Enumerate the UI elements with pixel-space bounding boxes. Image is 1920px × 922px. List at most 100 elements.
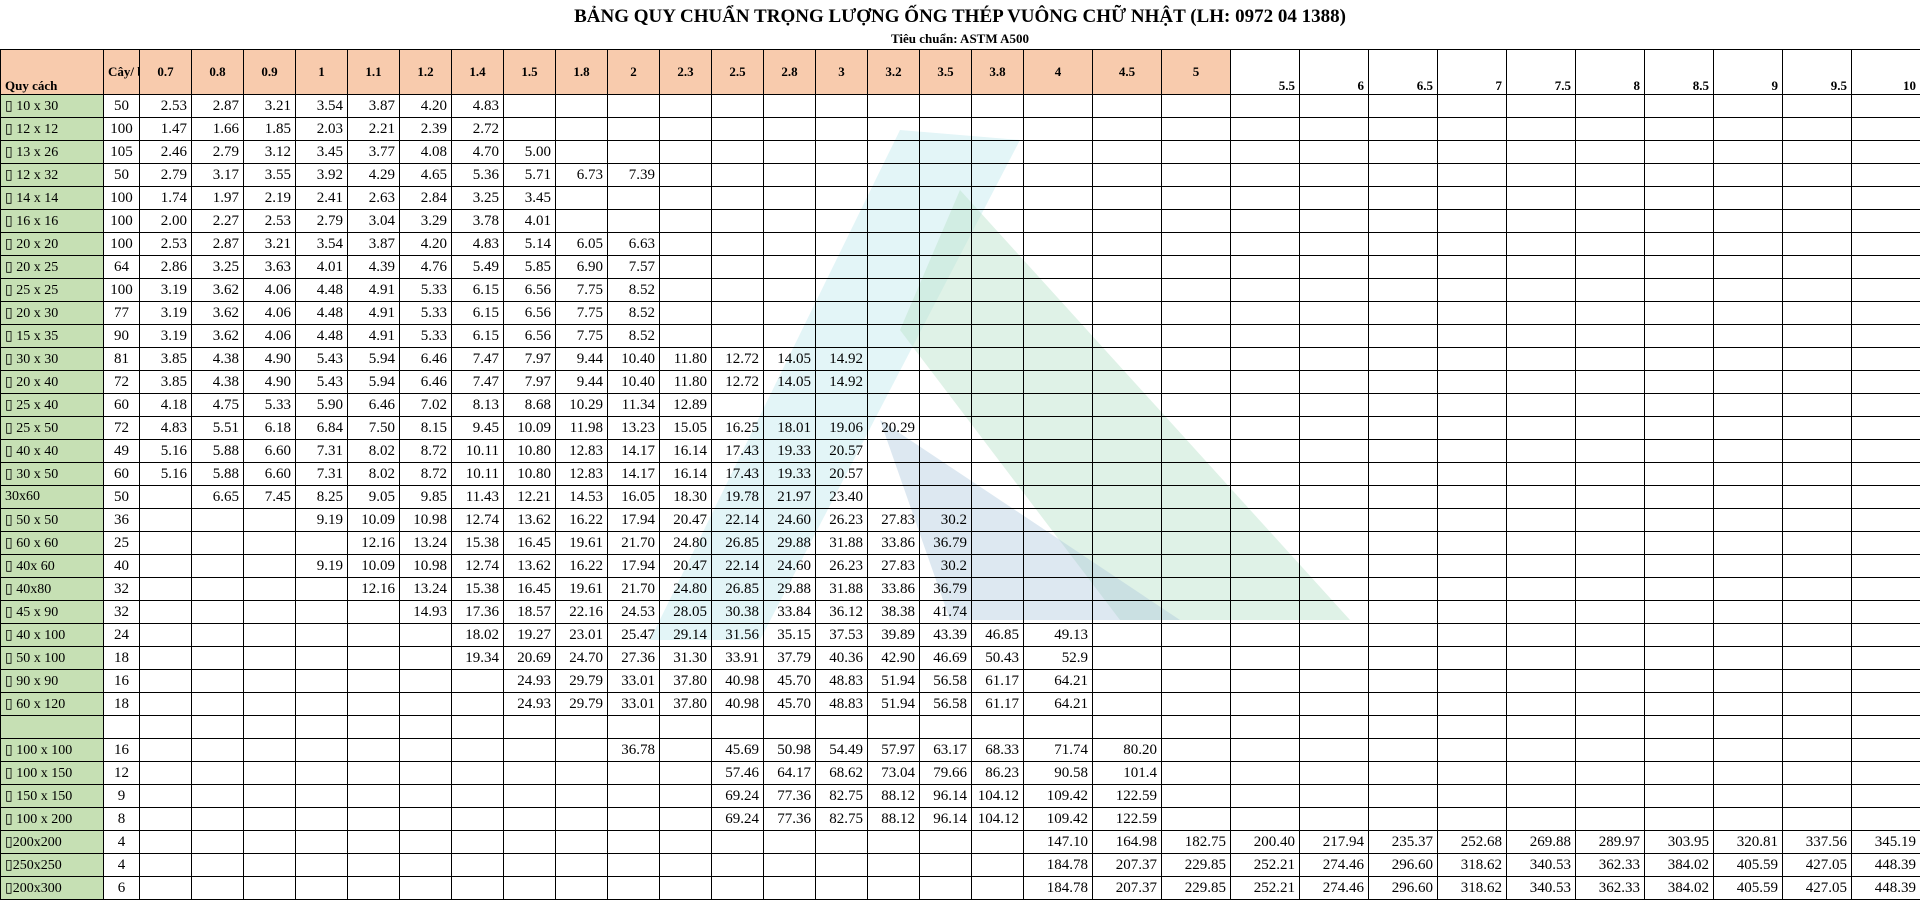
weight-cell [1230,370,1300,394]
size-label: ▯ 40 x 40 [0,439,104,463]
weight-cell [191,761,244,785]
weight-cell [1782,439,1852,463]
weight-cell [1368,508,1438,532]
weight-cell: 18.01 [763,416,816,440]
weight-cell [503,94,556,118]
weight-cell: 6.84 [295,416,348,440]
weight-cell: 4.65 [399,163,452,187]
weight-cell [1575,600,1645,624]
weight-cell [1299,577,1369,601]
weight-cell [607,715,660,739]
size-label: ▯ 90 x 90 [0,669,104,693]
weight-cell: 340.53 [1506,853,1576,877]
bundle-count: 32 [103,600,140,624]
weight-cell: 8.02 [347,462,400,486]
weight-cell: 43.39 [919,623,972,647]
weight-cell [139,876,192,900]
weight-cell: 12.74 [451,554,504,578]
weight-cell [867,301,920,325]
weight-cell [1782,485,1852,509]
weight-cell [243,738,296,762]
weight-cell: 40.36 [815,646,868,670]
weight-cell: 31.88 [815,531,868,555]
weight-cell: 405.59 [1713,876,1783,900]
weight-cell [139,554,192,578]
weight-cell [815,255,868,279]
column-header: 8 [1575,49,1645,95]
weight-cell [347,692,400,716]
weight-cell [971,140,1024,164]
weight-cell: 3.25 [451,186,504,210]
weight-cell [1851,508,1920,532]
weight-cell [1782,531,1852,555]
weight-cell: 10.09 [503,416,556,440]
table-row: ▯ 10 x 30 50 2.53 2.87 3.21 3.54 3.87 4.20 4.83 [0,94,1920,118]
weight-cell [1851,738,1920,762]
weight-cell [1161,301,1231,325]
weight-cell: 82.75 [815,807,868,831]
weight-cell [1230,738,1300,762]
weight-cell [815,94,868,118]
weight-cell [1230,485,1300,509]
weight-cell: 2.00 [139,209,192,233]
weight-cell [1023,324,1093,348]
bundle-count: 50 [103,485,140,509]
weight-cell [919,485,972,509]
weight-cell [867,347,920,371]
table-row: ▯200x300 6 184.78 207.37 229.85 252.21 274.46 2… [0,876,1920,900]
column-header: 6 [1299,49,1369,95]
weight-cell [815,876,868,900]
weight-cell [607,807,660,831]
weight-cell [1575,531,1645,555]
column-header: 2.8 [763,49,816,95]
bundle-count: 40 [103,554,140,578]
weight-cell [607,876,660,900]
weight-cell [1161,324,1231,348]
weight-cell [763,715,816,739]
table-row: ▯ 14 x 14 100 1.74 1.97 2.19 2.41 2.63 2.84 3.25… [0,186,1920,210]
weight-cell [971,117,1024,141]
bundle-count: 50 [103,163,140,187]
weight-cell [451,692,504,716]
table-row: ▯ 30 x 50 60 5.16 5.88 6.60 7.31 8.02 8.72 10.11… [0,462,1920,486]
weight-cell [919,393,972,417]
weight-cell [1230,347,1300,371]
weight-cell [1092,117,1162,141]
weight-cell: 6.15 [451,324,504,348]
weight-cell [1368,255,1438,279]
weight-cell [1437,439,1507,463]
weight-cell: 1.85 [243,117,296,141]
weight-cell: 38.38 [867,600,920,624]
weight-cell [1299,117,1369,141]
weight-cell [347,669,400,693]
column-header: 1.2 [399,49,452,95]
bundle-count: 105 [103,140,140,164]
weight-cell [971,186,1024,210]
weight-cell [295,600,348,624]
weight-cell: 16.45 [503,531,556,555]
weight-cell: 10.09 [347,554,400,578]
weight-cell [1575,186,1645,210]
weight-cell: 17.43 [711,439,764,463]
weight-cell [607,186,660,210]
weight-cell: 33.86 [867,577,920,601]
weight-cell [659,324,712,348]
weight-cell [1023,577,1093,601]
weight-cell [971,531,1024,555]
weight-cell: 8.02 [347,439,400,463]
weight-cell [347,807,400,831]
weight-cell [243,554,296,578]
weight-cell: 289.97 [1575,830,1645,854]
weight-cell: 35.15 [763,623,816,647]
weight-cell [1023,554,1093,578]
weight-cell [1575,692,1645,716]
weight-cell: 20.47 [659,554,712,578]
weight-cell [1506,255,1576,279]
weight-cell [1437,324,1507,348]
weight-cell [243,508,296,532]
size-label: 30x60 [0,485,104,509]
weight-cell [763,324,816,348]
weight-cell: 22.16 [555,600,608,624]
weight-cell [763,853,816,877]
weight-cell [1230,301,1300,325]
